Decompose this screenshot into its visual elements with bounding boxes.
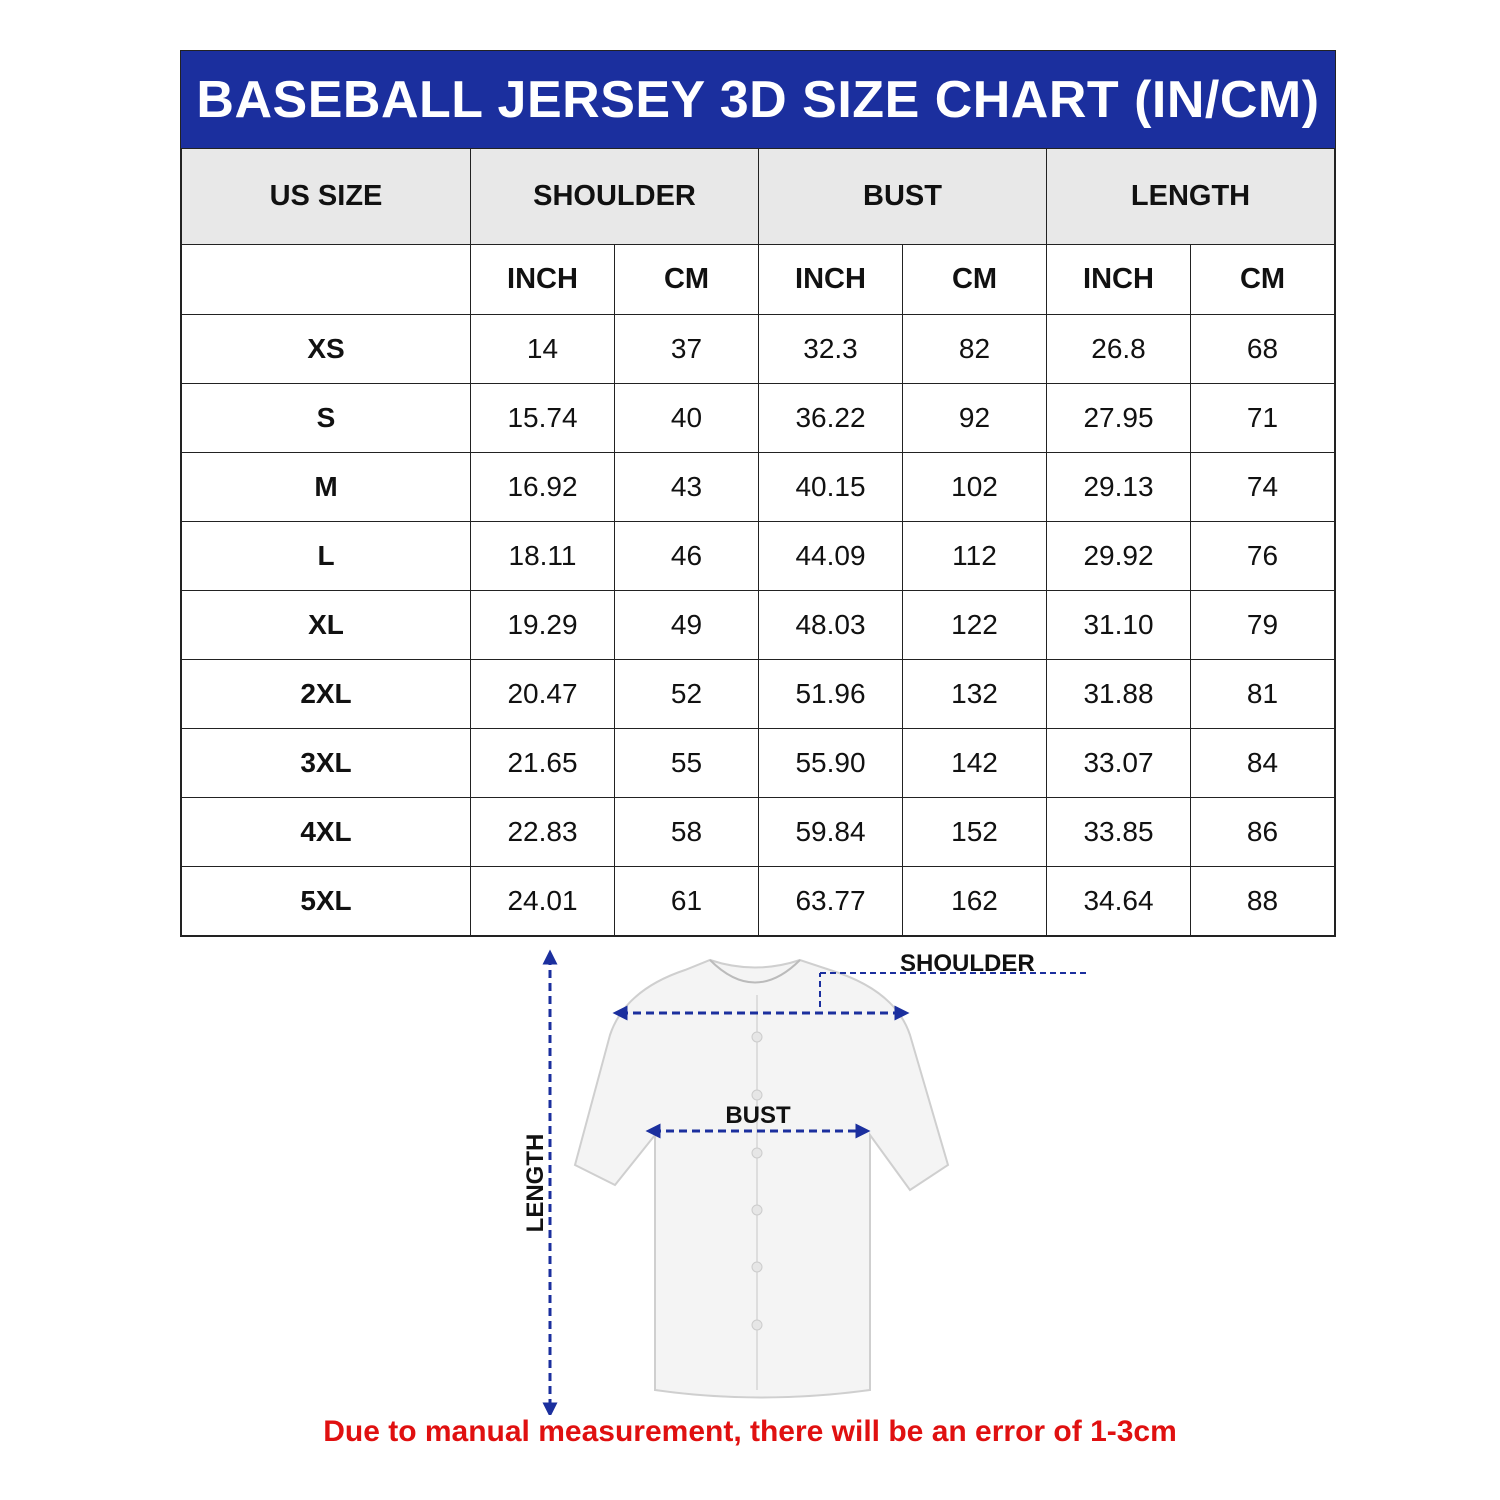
table-cell: 102 — [902, 452, 1047, 522]
table-cell: 68 — [1190, 314, 1335, 384]
chart-title: BASEBALL JERSEY 3D SIZE CHART (IN/CM) — [181, 51, 1335, 148]
size-label: L — [181, 521, 471, 591]
unit-header-row: INCH CM INCH CM INCH CM — [181, 244, 1335, 315]
table-row: 2XL 20.47 52 51.96 132 31.88 81 — [181, 659, 1335, 729]
jersey-shape — [573, 958, 950, 1399]
table-cell: 86 — [1190, 797, 1335, 867]
table-row: XL 19.29 49 48.03 122 31.10 79 — [181, 590, 1335, 660]
table-cell: 33.85 — [1046, 797, 1191, 867]
size-label: 5XL — [181, 866, 471, 936]
collar — [709, 959, 801, 984]
table-cell: 15.74 — [470, 383, 615, 453]
buttons — [751, 1031, 763, 1331]
table-cell: 61 — [614, 866, 759, 936]
table-cell: 29.13 — [1046, 452, 1191, 522]
table-cell: 19.29 — [470, 590, 615, 660]
table-cell: 132 — [902, 659, 1047, 729]
table-cell: 40.15 — [758, 452, 903, 522]
jersey-diagram: SHOULDER BUST LENGTH — [522, 949, 1090, 1415]
table-cell: 33.07 — [1046, 728, 1191, 798]
table-cell: 36.22 — [758, 383, 903, 453]
header-bust: BUST — [758, 148, 1047, 245]
table-row: 3XL 21.65 55 55.90 142 33.07 84 — [181, 728, 1335, 798]
unit-header-0 — [181, 244, 471, 315]
table-cell: 48.03 — [758, 590, 903, 660]
table-cell: 44.09 — [758, 521, 903, 591]
size-label: 4XL — [181, 797, 471, 867]
size-label: XL — [181, 590, 471, 660]
table-cell: 55 — [614, 728, 759, 798]
size-label: XS — [181, 314, 471, 384]
table-cell: 88 — [1190, 866, 1335, 936]
table-cell: 122 — [902, 590, 1047, 660]
table-row: 5XL 24.01 61 63.77 162 34.64 88 — [181, 866, 1335, 936]
table-cell: 142 — [902, 728, 1047, 798]
table-cell: 16.92 — [470, 452, 615, 522]
table-cell: 24.01 — [470, 866, 615, 936]
table-cell: 71 — [1190, 383, 1335, 453]
table-cell: 21.65 — [470, 728, 615, 798]
header-length: LENGTH — [1046, 148, 1335, 245]
table-cell: 79 — [1190, 590, 1335, 660]
table-cell: 26.8 — [1046, 314, 1191, 384]
table-cell: 34.64 — [1046, 866, 1191, 936]
table-cell: 55.90 — [758, 728, 903, 798]
table-cell: 46 — [614, 521, 759, 591]
table-cell: 162 — [902, 866, 1047, 936]
measurement-note: Due to manual measurement, there will be… — [323, 1415, 1177, 1448]
table-cell: 152 — [902, 797, 1047, 867]
table-cell: 40 — [614, 383, 759, 453]
table-cell: 49 — [614, 590, 759, 660]
shoulder-label: SHOULDER — [900, 950, 1035, 977]
size-label: 2XL — [181, 659, 471, 729]
table-cell: 81 — [1190, 659, 1335, 729]
bust-label: BUST — [725, 1102, 791, 1129]
table-cell: 29.92 — [1046, 521, 1191, 591]
table-cell: 92 — [902, 383, 1047, 453]
unit-header-5: INCH — [1046, 244, 1191, 315]
table-cell: 22.83 — [470, 797, 615, 867]
table-cell: 52 — [614, 659, 759, 729]
table-cell: 84 — [1190, 728, 1335, 798]
table-row: L 18.11 46 44.09 112 29.92 76 — [181, 521, 1335, 591]
table-cell: 18.11 — [470, 521, 615, 591]
table-cell: 82 — [902, 314, 1047, 384]
table-cell: 76 — [1190, 521, 1335, 591]
table-cell: 43 — [614, 452, 759, 522]
table-cell: 14 — [470, 314, 615, 384]
table-cell: 31.10 — [1046, 590, 1191, 660]
table-cell: 32.3 — [758, 314, 903, 384]
unit-header-1: INCH — [470, 244, 615, 315]
header-us-size: US SIZE — [181, 148, 471, 245]
unit-header-2: CM — [614, 244, 759, 315]
table-cell: 51.96 — [758, 659, 903, 729]
table-row: XS 14 37 32.3 82 26.8 68 — [181, 314, 1335, 384]
table-cell: 74 — [1190, 452, 1335, 522]
unit-header-6: CM — [1190, 244, 1335, 315]
unit-header-3: INCH — [758, 244, 903, 315]
table-cell: 58 — [614, 797, 759, 867]
length-label: LENGTH — [522, 1134, 549, 1233]
size-chart: BASEBALL JERSEY 3D SIZE CHART (IN/CM) US… — [180, 50, 1336, 937]
header-shoulder: SHOULDER — [470, 148, 759, 245]
table-cell: 37 — [614, 314, 759, 384]
table-row: M 16.92 43 40.15 102 29.13 74 — [181, 452, 1335, 522]
table-cell: 31.88 — [1046, 659, 1191, 729]
size-label: S — [181, 383, 471, 453]
size-label: 3XL — [181, 728, 471, 798]
table-row: S 15.74 40 36.22 92 27.95 71 — [181, 383, 1335, 453]
table-cell: 59.84 — [758, 797, 903, 867]
table-cell: 20.47 — [470, 659, 615, 729]
group-header-row: US SIZE SHOULDER BUST LENGTH — [181, 148, 1335, 245]
size-label: M — [181, 452, 471, 522]
table-cell: 63.77 — [758, 866, 903, 936]
unit-header-4: CM — [902, 244, 1047, 315]
table-cell: 27.95 — [1046, 383, 1191, 453]
table-row: 4XL 22.83 58 59.84 152 33.85 86 — [181, 797, 1335, 867]
size-table: US SIZE SHOULDER BUST LENGTH INCH CM INCH C… — [181, 148, 1335, 936]
table-cell: 112 — [902, 521, 1047, 591]
